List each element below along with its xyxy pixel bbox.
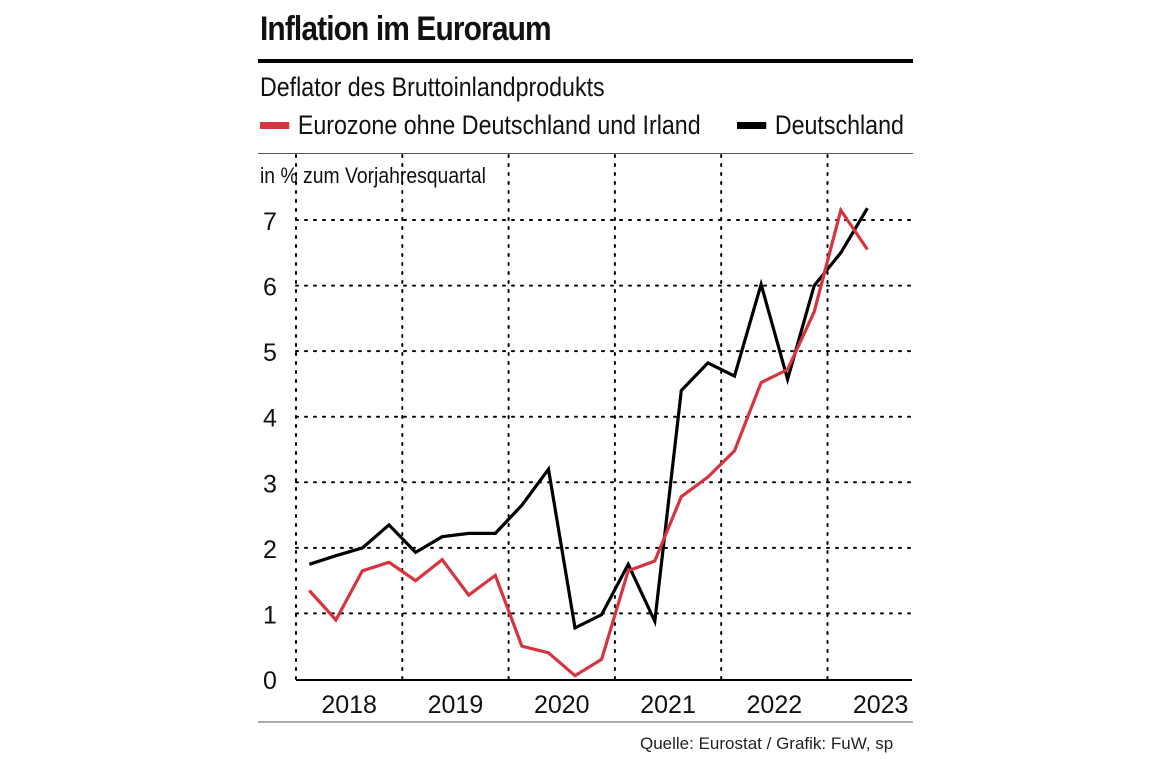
legend-item-deutschland: Deutschland bbox=[737, 110, 904, 141]
legend-swatch-black bbox=[737, 122, 767, 129]
y-tick-7: 7 bbox=[263, 208, 277, 236]
title-rule bbox=[258, 59, 913, 63]
series-line-eurozone bbox=[308, 206, 869, 678]
y-tick-4: 4 bbox=[263, 405, 277, 433]
x-tick-2018: 2018 bbox=[321, 691, 377, 719]
x-tick-2022: 2022 bbox=[747, 691, 803, 719]
y-tick-5: 5 bbox=[263, 339, 277, 367]
source-note: Quelle: Eurostat / Grafik: FuW, sp bbox=[640, 734, 894, 753]
y-tick-1: 1 bbox=[263, 601, 277, 629]
legend-swatch-red bbox=[260, 122, 290, 129]
legend-rule bbox=[258, 153, 913, 154]
x-tick-2021: 2021 bbox=[640, 691, 696, 719]
x-tick-2019: 2019 bbox=[428, 691, 484, 719]
y-tick-0: 0 bbox=[263, 667, 277, 695]
chart-subtitle: Deflator des Bruttoinlandprodukts bbox=[260, 72, 605, 102]
y-axis-label: in % zum Vorjahresquartal bbox=[260, 163, 486, 188]
legend-item-eurozone: Eurozone ohne Deutschland und Irland bbox=[260, 110, 701, 141]
x-tick-2020: 2020 bbox=[534, 691, 590, 719]
legend-label-deutschland: Deutschland bbox=[774, 110, 904, 140]
legend-label-eurozone: Eurozone ohne Deutschland und Irland bbox=[297, 110, 701, 140]
chart-title: Inflation im Euroraum bbox=[260, 10, 552, 48]
y-tick-3: 3 bbox=[263, 470, 277, 498]
x-tick-2023: 2023 bbox=[853, 691, 909, 719]
series-line-deutschland bbox=[308, 207, 869, 631]
y-tick-6: 6 bbox=[263, 274, 277, 302]
y-tick-2: 2 bbox=[263, 536, 277, 564]
